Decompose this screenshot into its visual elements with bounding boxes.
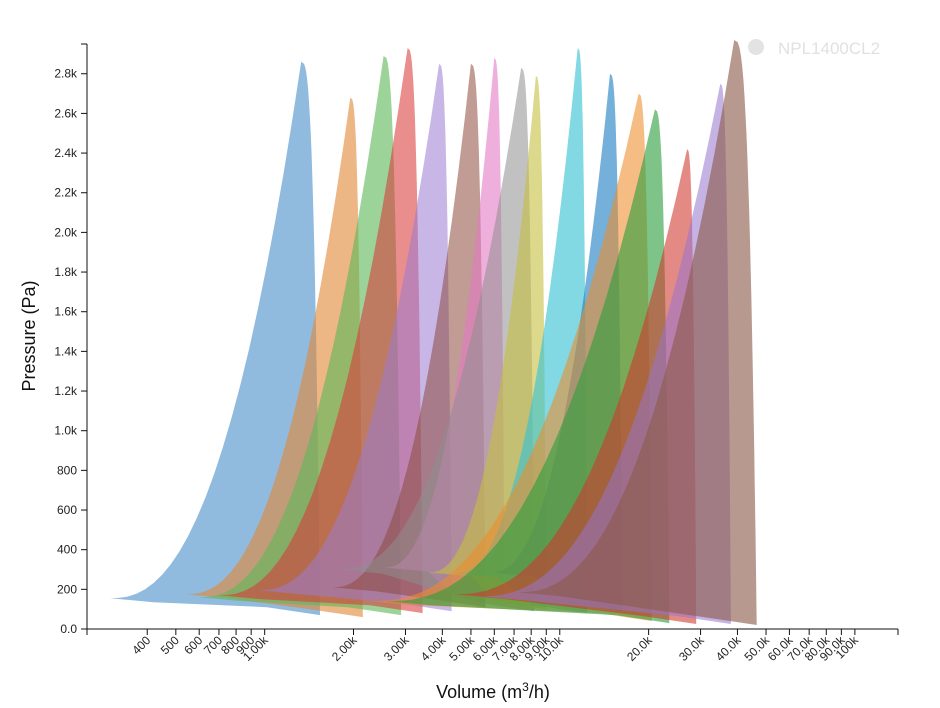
y-tick-label: 2.2k (54, 186, 78, 200)
x-tick-label: 3.00k (381, 633, 412, 664)
y-tick-label: 0.0 (60, 622, 77, 636)
y-tick-label: 1.0k (54, 424, 78, 438)
x-tick-label: 5.00k (446, 633, 477, 664)
y-tick-label: 2.0k (54, 225, 78, 239)
y-tick-label: 200 (57, 582, 77, 596)
y-tick-label: 2.6k (54, 106, 78, 120)
y-tick-label: 1.2k (54, 384, 78, 398)
x-tick-label: 400 (129, 633, 153, 657)
x-tick-label: 4.00k (418, 633, 449, 664)
axes-layer (81, 43, 899, 635)
y-tick-label: 2.8k (54, 67, 78, 81)
legend-marker[interactable] (748, 39, 764, 55)
legend[interactable]: NPL1400CL2 (748, 39, 880, 58)
x-tick-label: 500 (158, 633, 182, 657)
x-tick-label: 30.0k (676, 633, 707, 664)
y-axis-title: Pressure (Pa) (19, 280, 39, 391)
y-tick-label: 800 (57, 463, 77, 477)
series-area-16[interactable] (517, 40, 757, 625)
series-area-1[interactable] (110, 61, 321, 616)
y-tick-label: 1.4k (54, 344, 78, 358)
x-tick-label: 2.00k (329, 633, 360, 664)
y-tick-label: 600 (57, 503, 77, 517)
x-tick-label: 40.0k (713, 633, 744, 664)
series-layer (110, 40, 757, 625)
y-tick-label: 1.6k (54, 305, 78, 319)
y-tick-label: 1.8k (54, 265, 78, 279)
x-tick-label: 50.0k (742, 633, 773, 664)
series-area-5[interactable] (258, 63, 452, 612)
legend-label[interactable]: NPL1400CL2 (778, 39, 880, 58)
x-axis-title: Volume (m3/h) (436, 680, 550, 702)
x-tick-label: 20.0k (624, 633, 655, 664)
y-tick-label: 400 (57, 543, 77, 557)
y-ticks: 0.0 200 400 600 800 1.0k 1.2k 1.4k 1.6k 1.8k 2.0k 2… (54, 67, 87, 636)
y-tick-label: 2.4k (54, 146, 78, 160)
